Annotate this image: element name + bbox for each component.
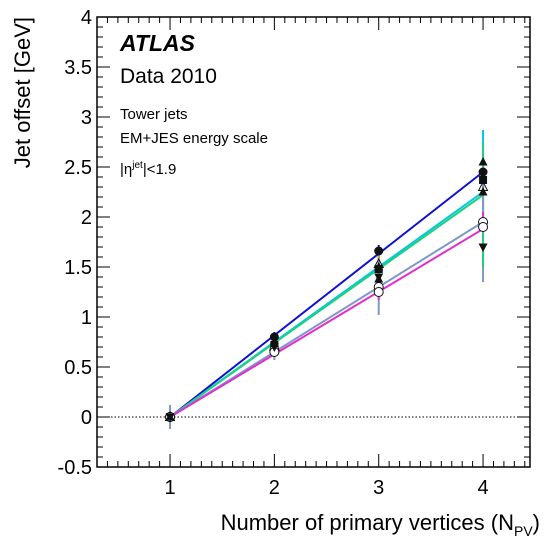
data-point	[478, 157, 488, 166]
data-point	[373, 287, 384, 297]
x-axis: 1 2 3 4	[106, 17, 526, 499]
annotation-energy-scale: EM+JES energy scale	[120, 130, 268, 147]
x-tick-label: 4	[477, 477, 488, 499]
fit-line	[169, 228, 484, 418]
y-tick-label: 2.5	[64, 157, 92, 179]
data-point	[477, 180, 489, 191]
y-tick-label: 1	[81, 307, 92, 329]
fit-line	[169, 171, 484, 418]
y-tick-label: 3.5	[64, 57, 92, 79]
data-point	[374, 246, 384, 256]
data-point	[479, 176, 488, 184]
data-point	[165, 412, 175, 421]
fit-line	[169, 194, 484, 418]
annotation-tower-jets: Tower jets	[120, 106, 188, 123]
plot-frame	[96, 16, 531, 468]
data-point	[478, 243, 488, 252]
x-axis-title-end: )	[533, 510, 540, 535]
y-tick-label: 2	[81, 207, 92, 229]
x-tick-label: 2	[269, 477, 280, 499]
data-point	[269, 332, 279, 342]
x-axis-title-main: Number of primary vertices (N	[221, 510, 514, 535]
y-tick-label: -0.5	[58, 457, 92, 479]
x-axis-title: Number of primary vertices (NPV)	[221, 510, 540, 539]
y-axis-title: Jet offset [GeV]	[10, 17, 35, 168]
y-axis: -0.5 0 0.5 1 1.5 2 2.5 3 3.5 4	[58, 7, 530, 479]
x-tick-label: 3	[373, 477, 384, 499]
data-point	[478, 222, 489, 232]
eta-superscript: jet	[131, 160, 143, 171]
y-tick-label: 3	[81, 107, 92, 129]
data-point	[478, 167, 488, 177]
y-tick-label: 0.5	[64, 357, 92, 379]
x-tick-label: 1	[164, 477, 175, 499]
annotation-eta-cut: |ηjet|<1.9	[120, 160, 176, 178]
atlas-label: ATLAS	[119, 30, 196, 56]
plot-content	[97, 130, 530, 429]
data-point	[374, 262, 384, 271]
data-point	[373, 257, 385, 268]
y-tick-label: 0	[81, 407, 92, 429]
dataset-label: Data 2010	[120, 65, 217, 88]
data-point	[269, 338, 279, 347]
y-tick-label: 4	[81, 7, 92, 29]
data-point	[374, 274, 384, 283]
y-tick-label: 1.5	[64, 257, 92, 279]
data-point	[478, 187, 488, 196]
eta-suffix: |<1.9	[143, 161, 177, 178]
x-axis-title-sub: PV	[514, 523, 533, 539]
eta-prefix: |η	[120, 161, 132, 178]
fit-line	[169, 221, 484, 418]
